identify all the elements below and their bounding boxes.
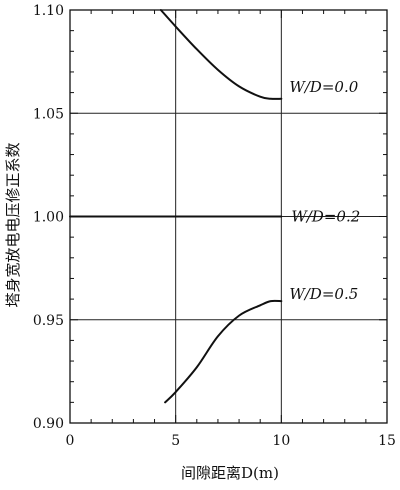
series-label: W/D=0.2 [291,208,360,226]
series-label: W/D=0.5 [289,285,358,303]
y-tick-label: 1.00 [33,210,64,226]
ticks [69,9,388,424]
y-tick-label: 0.95 [33,313,64,329]
x-tick-label: 5 [171,433,180,449]
series-line [159,9,283,100]
y-tick-label: 1.05 [33,106,64,122]
y-tick-label: 1.10 [33,3,64,19]
x-axis-label: 间隙距离D(m) [181,464,279,482]
series-line [164,299,283,404]
series-labels: W/D=0.0 W/D=0.2 W/D=0.5 [289,78,360,303]
series-lines [69,9,283,404]
y-axis-label: 塔身宽放电电压修正系数 [4,142,22,307]
x-tick-label: 10 [272,433,290,449]
y-tick-label: 0.90 [33,416,64,432]
tick-labels: 0 5 10 15 0.90 0.95 1.00 1.05 1.10 [33,3,396,449]
series-label: W/D=0.0 [289,78,358,96]
x-tick-label: 15 [378,433,396,449]
x-tick-label: 0 [66,433,75,449]
